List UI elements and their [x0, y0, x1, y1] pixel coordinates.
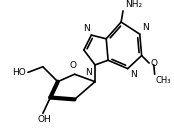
- Text: OH: OH: [38, 115, 52, 124]
- Text: NH₂: NH₂: [125, 0, 142, 9]
- Text: O: O: [69, 61, 76, 70]
- Text: CH₃: CH₃: [156, 76, 171, 85]
- Text: HO: HO: [12, 68, 26, 77]
- Text: N: N: [83, 24, 89, 33]
- Text: O: O: [151, 59, 158, 68]
- Text: N: N: [130, 70, 137, 79]
- Text: N: N: [143, 23, 149, 32]
- Text: N: N: [85, 68, 92, 77]
